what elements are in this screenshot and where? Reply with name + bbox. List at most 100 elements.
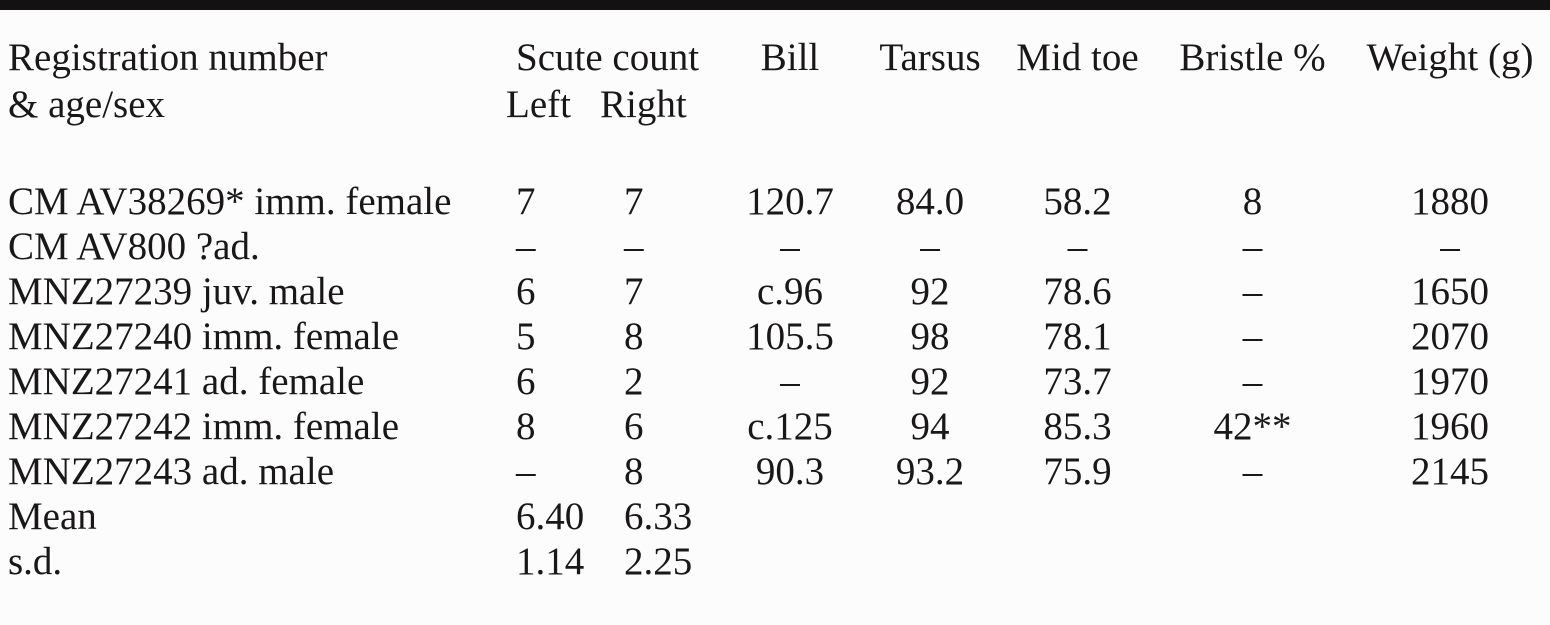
- cell-mid-toe: [1000, 494, 1155, 539]
- cell-tarsus: 94: [910, 405, 950, 448]
- cell-weight: –: [1440, 225, 1460, 268]
- cell-weight: 1960: [1411, 405, 1490, 448]
- cell-registration: CM AV800 ?ad.: [8, 225, 260, 268]
- table-row: MNZ27241 ad. female 6 2 – 92 73.7 – 1970: [0, 359, 1550, 404]
- cell-mid-toe: 85.3: [1043, 405, 1112, 448]
- cell-scute-left: 7: [516, 180, 536, 223]
- header-row-1: Registration number Scute count Bill Tar…: [0, 0, 1550, 80]
- cell-bristle-percent: –: [1242, 225, 1263, 268]
- cell-scute-left: 6: [516, 270, 536, 313]
- cell-tarsus: 98: [910, 315, 950, 358]
- cell-bristle-percent: 42**: [1213, 405, 1292, 448]
- header-registration-line1: Registration number: [8, 36, 328, 79]
- header-scute-right: Right: [600, 83, 687, 126]
- cell-registration: MNZ27240 imm. female: [8, 315, 400, 358]
- cell-bristle-percent: [1155, 539, 1350, 584]
- cell-registration: MNZ27239 juv. male: [8, 270, 345, 313]
- cell-scute-right: 2.25: [624, 540, 693, 583]
- table-header: Registration number Scute count Bill Tar…: [0, 0, 1550, 127]
- header-registration-line2: & age/sex: [8, 83, 166, 126]
- cell-bristle-percent: –: [1242, 270, 1263, 313]
- cell-scute-right: 2: [624, 360, 644, 403]
- cell-scute-right: 6.33: [624, 495, 693, 538]
- cell-weight: [1350, 539, 1550, 584]
- cell-registration: s.d.: [8, 540, 63, 583]
- cell-mid-toe: –: [1067, 225, 1088, 268]
- cell-scute-left: 6: [516, 360, 536, 403]
- cell-mid-toe: 75.9: [1043, 450, 1112, 493]
- cell-weight: 1970: [1411, 360, 1490, 403]
- table-row: MNZ27242 imm. female 8 6 c.125 94 85.3 4…: [0, 404, 1550, 449]
- cell-mid-toe: [1000, 539, 1155, 584]
- cell-bristle-percent: [1155, 494, 1350, 539]
- cell-scute-left: 8: [516, 405, 536, 448]
- cell-tarsus: [860, 494, 1000, 539]
- table-row: MNZ27240 imm. female 5 8 105.5 98 78.1 –…: [0, 314, 1550, 359]
- cell-tarsus: 84.0: [895, 180, 965, 223]
- cell-registration: MNZ27242 imm. female: [8, 405, 400, 448]
- table-row: s.d. 1.14 2.25: [0, 539, 1550, 584]
- header-empty-weight: [1350, 80, 1550, 127]
- cell-bill: 120.7: [746, 180, 834, 223]
- header-bill: Bill: [760, 36, 820, 79]
- cell-tarsus: 92: [910, 270, 950, 313]
- header-empty-tarsus: [860, 80, 1000, 127]
- table-bottom-rule: [0, 0, 1550, 5]
- cell-scute-left: –: [516, 225, 536, 268]
- cell-bill: 90.3: [755, 450, 825, 493]
- cell-scute-left: –: [516, 450, 536, 493]
- cell-bristle-percent: –: [1242, 450, 1263, 493]
- cell-weight: 1880: [1411, 180, 1490, 223]
- cell-registration: MNZ27243 ad. male: [8, 450, 335, 493]
- cell-bill: [720, 539, 860, 584]
- cell-bill: [720, 494, 860, 539]
- cell-bill: 105.5: [746, 315, 834, 358]
- cell-weight: 1650: [1411, 270, 1490, 313]
- cell-tarsus: 93.2: [895, 450, 965, 493]
- table-body: CM AV38269* imm. female 7 7 120.7 84.0 5…: [0, 127, 1550, 584]
- header-tarsus: Tarsus: [879, 36, 981, 79]
- cell-tarsus: [860, 539, 1000, 584]
- cell-bill: –: [780, 225, 800, 268]
- header-bristle-percent: Bristle %: [1179, 36, 1326, 79]
- table-row: Mean 6.40 6.33: [0, 494, 1550, 539]
- cell-bristle-percent: –: [1242, 315, 1263, 358]
- cell-tarsus: 92: [910, 360, 950, 403]
- cell-mid-toe: 73.7: [1043, 360, 1112, 403]
- cell-mid-toe: 78.6: [1043, 270, 1112, 313]
- cell-bill: c.96: [756, 270, 824, 313]
- cell-bristle-percent: 8: [1242, 180, 1263, 223]
- cell-bill: –: [780, 360, 800, 403]
- cell-bristle-percent: –: [1242, 360, 1263, 403]
- header-empty-bill: [720, 80, 860, 127]
- header-mid-toe: Mid toe: [1016, 36, 1139, 79]
- cell-weight: [1350, 494, 1550, 539]
- header-scute-count-group: Scute count: [516, 36, 700, 79]
- cell-scute-right: 8: [624, 450, 644, 493]
- specimen-measurements-table: Registration number Scute count Bill Tar…: [0, 0, 1550, 584]
- table-row: CM AV800 ?ad. – – – – – – –: [0, 224, 1550, 269]
- header-scute-left: Left: [506, 83, 571, 126]
- cell-scute-left: 6.40: [516, 495, 585, 538]
- header-empty-midtoe: [1000, 80, 1155, 127]
- cell-mid-toe: 78.1: [1043, 315, 1112, 358]
- table-top-rule: [0, 0, 1550, 10]
- cell-weight: 2070: [1411, 315, 1490, 358]
- cell-scute-right: 6: [624, 405, 644, 448]
- cell-bill: c.125: [747, 405, 833, 448]
- table-row: MNZ27239 juv. male 6 7 c.96 92 78.6 – 16…: [0, 269, 1550, 314]
- cell-weight: 2145: [1411, 450, 1490, 493]
- cell-scute-right: –: [624, 225, 644, 268]
- table-row: CM AV38269* imm. female 7 7 120.7 84.0 5…: [0, 127, 1550, 224]
- header-row-2: & age/sex Left Right: [0, 80, 1550, 127]
- cell-scute-left: 1.14: [516, 540, 585, 583]
- cell-scute-right: 8: [624, 315, 644, 358]
- header-empty-bristle: [1155, 80, 1350, 127]
- cell-scute-right: 7: [624, 180, 644, 223]
- header-weight-g: Weight (g): [1366, 36, 1534, 79]
- cell-mid-toe: 58.2: [1043, 180, 1112, 223]
- cell-tarsus: –: [920, 225, 940, 268]
- cell-registration: CM AV38269* imm. female: [8, 180, 452, 223]
- cell-registration: MNZ27241 ad. female: [8, 360, 365, 403]
